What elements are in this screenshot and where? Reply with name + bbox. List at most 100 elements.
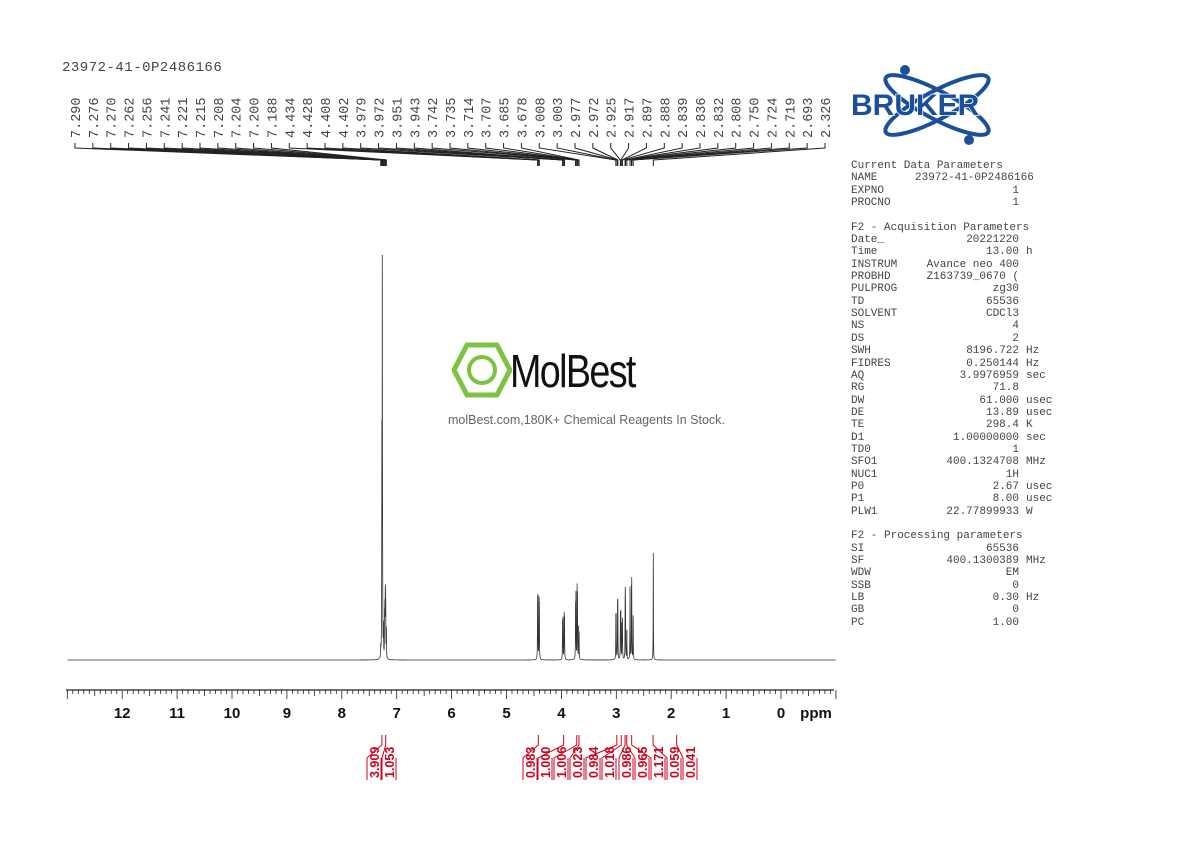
parameter-value: 20221220 [966,234,1019,247]
parameter-name: PLW1 [851,505,878,518]
parameter-name: D1 [851,431,865,444]
parameter-value: 1H [1005,468,1019,481]
peak-connector [626,143,737,166]
integral-bracket [569,735,585,780]
peak-connector [625,143,719,166]
peak-connector [378,143,564,166]
peak-label: 2.808 [731,97,746,138]
parameter-unit [1019,185,1026,197]
spectrum-line [67,254,836,661]
parameter-name: PC [851,616,865,629]
parameter-name: SFO1 [851,456,878,469]
parameter-row: NUC1 1H [851,469,1052,481]
peak-label: 2.326 [820,97,835,138]
peak-connector [413,143,566,166]
parameter-row: INSTRUM Avance neo 400 [851,259,1052,271]
integral-value: 0.059 [668,747,682,778]
parameter-row: NS 4 [851,320,1052,332]
peak-label: 2.839 [677,97,692,138]
peak-label: 7.208 [213,97,228,138]
parameter-unit [1019,469,1026,481]
parameter-name: Time [851,246,878,259]
section-gap [851,518,1052,530]
peak-label: 3.951 [391,97,406,138]
parameter-value: 400.1324708 [946,456,1019,469]
molbest-hexagon-icon [452,342,512,398]
peak-connector [592,143,619,166]
integral-value: 0.023 [571,747,585,778]
peak-label: 3.714 [463,97,478,138]
peak-label: 7.290 [70,97,85,138]
integral-value: 1.171 [652,747,666,778]
parameter-row: DE 13.89 usec [851,407,1052,419]
parameter-name: FIDRES [851,357,891,370]
bruker-logo: BRUKER [845,60,1025,155]
parameter-name: INSTRUM [851,258,898,271]
parameter-name: Date_ [851,234,885,247]
bruker-wordmark: BRUKER [851,89,980,122]
parameter-name: SOLVENT [851,308,898,321]
peak-connector [620,143,630,166]
parameter-row: AQ 3.9976959 sec [851,370,1052,382]
peak-label: 2.719 [784,97,799,138]
parameter-name: DE [851,406,865,419]
integral-bracket [537,735,565,780]
parameter-unit: usec [1026,493,1053,506]
peak-label: 7.262 [124,97,139,138]
parameter-name: RG [851,382,865,395]
parameter-value: 1.00 [992,616,1019,629]
parameter-name: SSB [851,579,871,592]
sample-title: 23972-41-0P2486166 [62,60,223,76]
integral-bracket [631,735,666,780]
peak-label: 2.724 [766,97,781,138]
parameter-row: P0 2.67 usec [851,481,1052,493]
integral-bracket [676,735,698,780]
parameter-unit: MHz [1026,555,1046,567]
parameter-row: Date_ 20221220 [851,234,1052,246]
parameter-row: EXPNO 1 [851,185,1052,197]
parameter-name: SI [851,542,865,555]
integral-value: 0.984 [587,747,601,778]
peak-label: 2.925 [606,97,621,138]
x-tick-label: 6 [447,705,455,722]
parameter-unit [1019,271,1026,283]
parameter-value: EM [1005,567,1019,580]
peak-connector [652,143,826,166]
parameter-value: 2.67 [992,480,1019,493]
parameter-name: TE [851,419,865,432]
parameter-unit [1019,308,1026,320]
parameter-section-title: F2 - Processing parameters [851,530,1023,543]
parameter-value: 8196.722 [966,345,1019,358]
parameter-row: TD0 1 [851,444,1052,456]
parameter-value: 1 [1012,443,1019,456]
peak-connector [621,143,665,166]
parameter-row: SFO1 400.1324708 MHz [851,456,1052,468]
parameter-unit [1019,333,1026,345]
peak-connector [631,143,790,166]
parameter-unit [1019,234,1026,246]
parameter-unit: usec [1026,480,1053,493]
parameter-name: TD0 [851,443,871,456]
parameter-unit: h [1026,246,1033,259]
peak-connector [520,143,580,166]
parameter-unit: Hz [1026,357,1040,370]
parameter-unit [1019,567,1026,579]
peak-label: 4.434 [284,97,299,138]
parameter-name: P1 [851,493,865,506]
parameter-row: PROCNO 1 [851,197,1052,209]
parameter-name: TD [851,295,865,308]
parameter-row: DW 61.000 usec [851,395,1052,407]
parameter-value: Avance neo 400 [926,258,1019,271]
parameter-value: 23972-41-0P2486166 [915,172,1034,185]
integral-bracket [652,735,682,780]
parameter-unit [1019,444,1026,456]
parameter-name: SF [851,555,865,567]
x-tick-label: 11 [169,705,185,722]
parameter-value: 8.00 [992,493,1019,506]
parameter-unit: Hz [1026,345,1040,358]
parameter-value: 0 [1012,579,1019,592]
parameter-unit: K [1026,419,1033,432]
parameter-row: SSB 0 [851,580,1052,592]
integral-bracket [381,735,397,780]
parameter-unit [1019,197,1026,209]
